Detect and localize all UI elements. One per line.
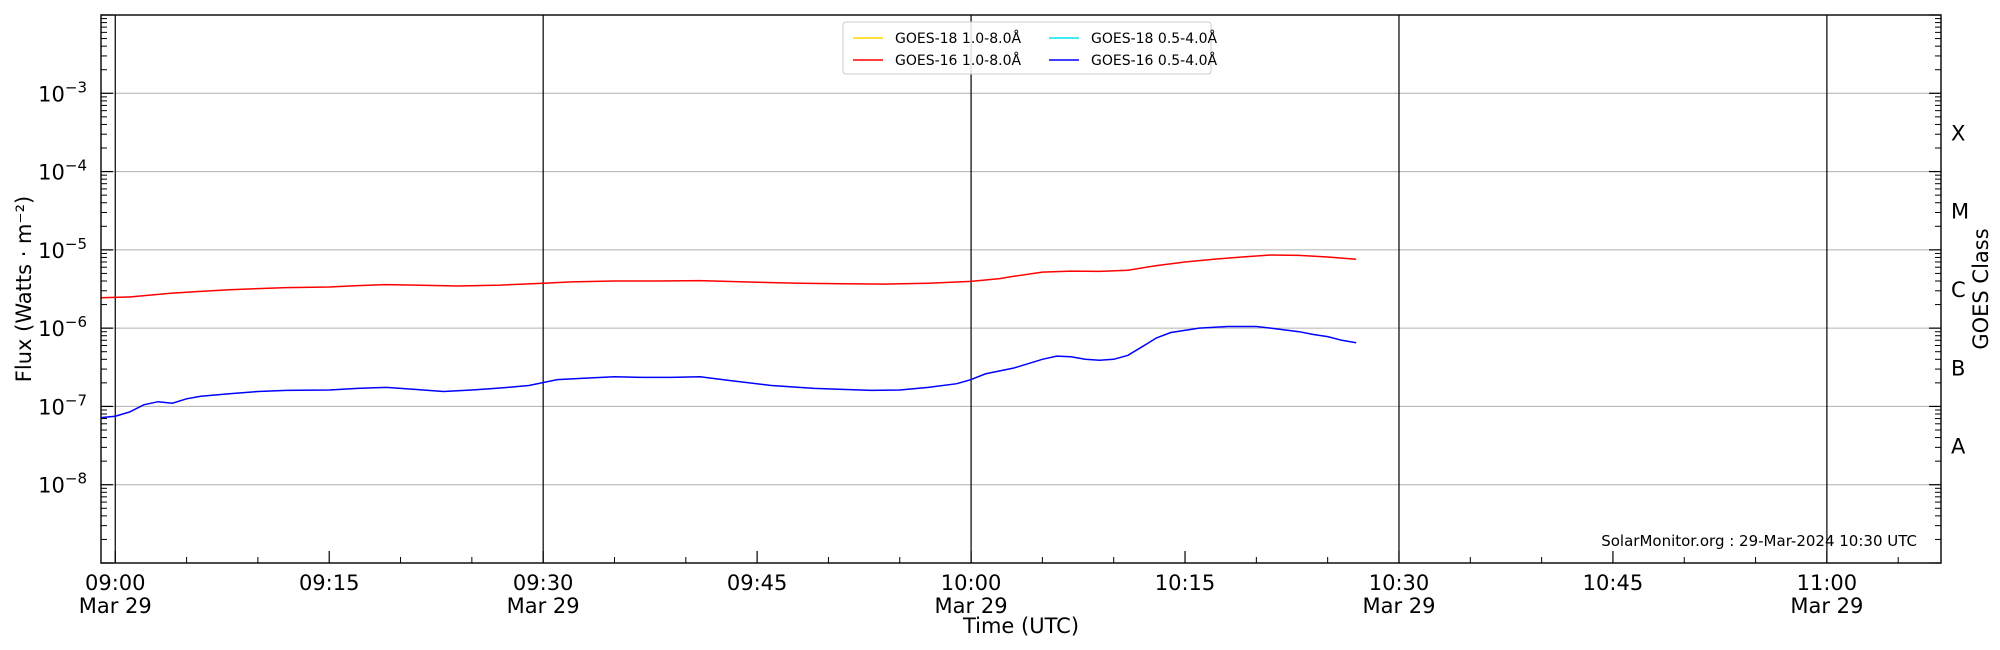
legend: GOES-18 1.0-8.0Å GOES-16 1.0-8.0Å GOES-18 … — [842, 21, 1217, 75]
vertical-day-lines — [114, 15, 1828, 563]
plot-frame — [100, 14, 1942, 564]
x-tick-label: 10:15 — [1155, 571, 1216, 595]
y-tick-label: 10−3 — [38, 78, 87, 106]
x-tick-date-label: Mar 29 — [507, 594, 580, 618]
y-tick-label: 10−6 — [38, 313, 87, 341]
legend-box — [842, 21, 1212, 75]
x-tick-date-label: Mar 29 — [1790, 594, 1863, 618]
x-tick-date-label: Mar 29 — [1362, 594, 1435, 618]
x-tick-label: 09:15 — [299, 571, 360, 595]
series-line — [100, 254, 1357, 299]
y-axis-label: Flux (Watts · m⁻²) — [12, 196, 36, 382]
series-line — [100, 325, 1357, 419]
goes-class-label: X — [1951, 121, 1965, 145]
y-tick-label: 10−7 — [38, 391, 87, 419]
x-axis-label: Time (UTC) — [962, 614, 1079, 638]
series-lines — [100, 254, 1357, 419]
goes-class-label: A — [1951, 435, 1966, 459]
goes-class-label: C — [1951, 278, 1966, 302]
y-tick-label: 10−4 — [38, 157, 87, 185]
x-tick-label: 09:00 — [85, 571, 146, 595]
goes-class-label: B — [1951, 356, 1965, 380]
legend-label: GOES-16 0.5-4.0Å — [1091, 52, 1217, 69]
x-tick-date-label: Mar 29 — [935, 594, 1008, 618]
x-tick-date-label: Mar 29 — [79, 594, 152, 618]
ticks — [101, 14, 1941, 564]
y-tick-label: 10−8 — [38, 470, 87, 498]
legend-label: GOES-18 1.0-8.0Å — [895, 30, 1021, 47]
legend-label: GOES-16 1.0-8.0Å — [895, 52, 1021, 69]
y-tick-label: 10−5 — [38, 235, 87, 263]
goes-class-label: M — [1951, 200, 1969, 224]
axes — [100, 14, 1942, 564]
goes-class-axis-label: GOES Class — [1969, 228, 1993, 349]
x-tick-label: 10:45 — [1583, 571, 1644, 595]
x-tick-label: 09:45 — [727, 571, 788, 595]
x-tick-label: 11:00 — [1797, 571, 1858, 595]
x-tick-label: 09:30 — [513, 571, 574, 595]
legend-label: GOES-18 0.5-4.0Å — [1091, 30, 1217, 47]
x-tick-label: 10:30 — [1369, 571, 1430, 595]
source-annotation: SolarMonitor.org : 29-Mar-2024 10:30 UTC — [1601, 532, 1917, 550]
x-tick-label: 10:00 — [941, 571, 1002, 595]
grid-lines — [101, 92, 1941, 486]
